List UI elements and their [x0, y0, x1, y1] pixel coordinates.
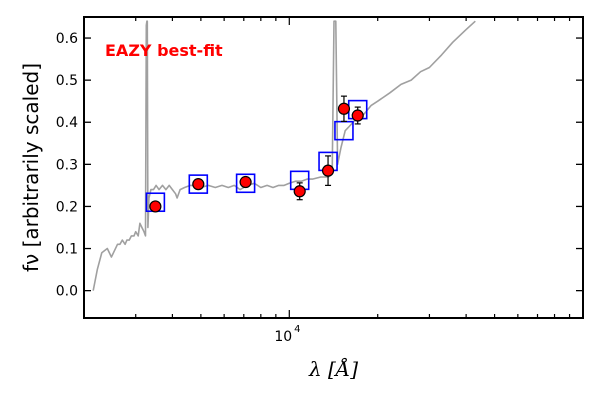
- y-tick-label: 0.6: [56, 31, 78, 47]
- model-flux-square: [235, 173, 256, 194]
- y-tick-label: 0.3: [56, 157, 78, 173]
- fit-annotation: EAZY best-fit: [105, 41, 223, 60]
- sed-line: [92, 20, 476, 291]
- observed-flux-point: [192, 178, 205, 191]
- observed-flux-point: [351, 109, 364, 122]
- y-tick-label: 0.0: [56, 284, 78, 300]
- y-tick-label: 0.1: [56, 242, 78, 258]
- y-tick-label: 0.5: [56, 73, 78, 89]
- model-flux-square: [188, 174, 209, 194]
- observed-flux-point: [321, 164, 335, 177]
- y-tick-label: 0.2: [56, 199, 78, 215]
- x-tick-label-exponent: 4: [294, 324, 300, 335]
- plot-frame: [83, 16, 584, 319]
- observed-flux-point: [149, 200, 162, 213]
- observed-flux-point: [337, 102, 351, 115]
- observed-flux-point: [239, 175, 252, 189]
- y-tick-label: 0.4: [56, 115, 78, 131]
- data-layer: [92, 20, 476, 291]
- x-tick-label: 10: [274, 329, 292, 345]
- y-axis-label: fν [arbitrarily scaled]: [19, 63, 43, 272]
- observed-flux-point: [293, 185, 306, 198]
- x-axis-label: λ [Å]: [308, 356, 358, 381]
